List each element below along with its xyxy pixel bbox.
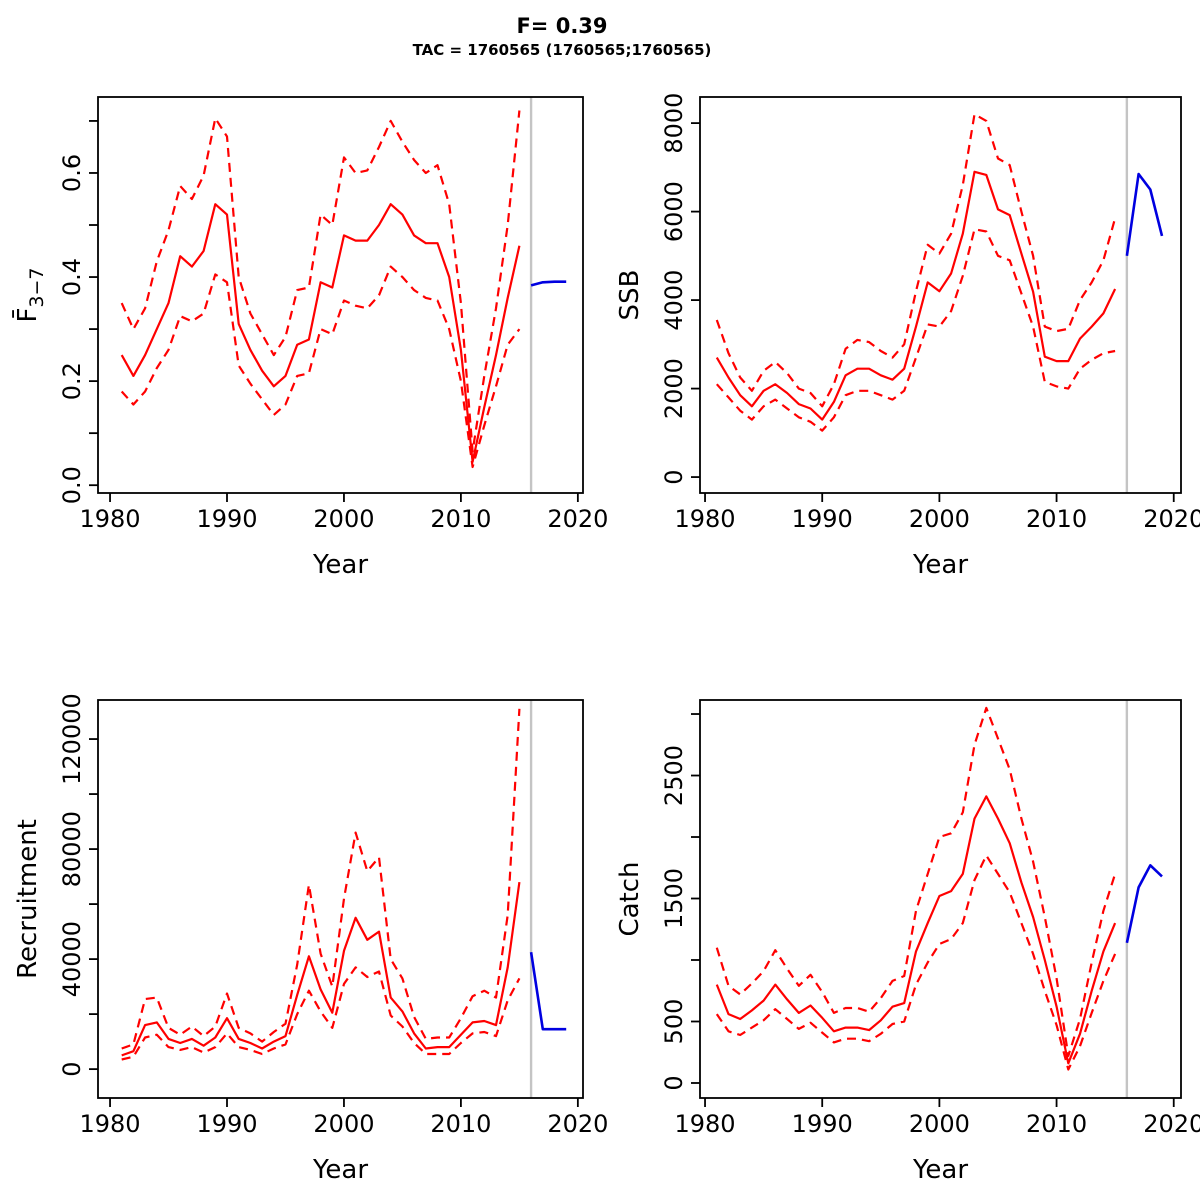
x-tick-label: 2010 xyxy=(1026,1110,1087,1138)
x-tick-label: 2000 xyxy=(313,1110,374,1138)
x-tick-label: 1990 xyxy=(196,1110,257,1138)
x-tick-label: 1980 xyxy=(80,1110,141,1138)
upper-ci-line xyxy=(715,706,1117,1057)
x-axis-title: Year xyxy=(912,550,968,580)
y-axis-title: SSB xyxy=(615,270,645,321)
plot-box xyxy=(699,699,1182,1099)
panel-catch: 1980 1990 2000 2010 2020 0 500 1500 2500 Year Catc… xyxy=(600,630,1200,1200)
median-line xyxy=(715,795,1117,1065)
x-tick-label: 1990 xyxy=(792,1110,853,1138)
y-tick-label: 0.4 xyxy=(58,258,86,296)
y-tick-label: 0 xyxy=(58,1061,86,1076)
panel-recruitment: 1980 1990 2000 2010 2020 0 40000 80000 120000 Yea… xyxy=(0,630,608,1200)
x-axis-title: Year xyxy=(912,1155,968,1185)
panel-fbar: 1980 1990 2000 2010 2020 0.0 0.2 0.4 0.6 Year F̄3−… xyxy=(0,60,608,630)
median-line xyxy=(120,203,521,463)
x-tick-label: 1980 xyxy=(674,1110,735,1138)
plot-box xyxy=(97,96,584,494)
catch-plot: 1980 1990 2000 2010 2020 0 500 1500 2500 Year Catc… xyxy=(615,699,1200,1185)
x-tick-label: 2010 xyxy=(1026,505,1087,533)
y-tick-label: 500 xyxy=(660,999,688,1045)
y-tick-label: 2500 xyxy=(660,745,688,806)
x-tick-label: 2010 xyxy=(430,1110,491,1138)
y-tick-label: 8000 xyxy=(660,93,688,154)
lower-ci-line xyxy=(715,228,1116,432)
x-axis-title: Year xyxy=(312,550,368,580)
plot-grid: 1980 1990 2000 2010 2020 0.0 0.2 0.4 0.6 Year F̄3−… xyxy=(0,60,1200,1200)
y-tick-label: 0.2 xyxy=(58,362,86,400)
figure-title: F= 0.39 xyxy=(516,14,608,38)
x-axis-title: Year xyxy=(312,1155,368,1185)
x-tick-label: 1980 xyxy=(674,505,735,533)
ssb-plot: 1980 1990 2000 2010 2020 0 2000 4000 6000 8000 Yea… xyxy=(615,93,1200,580)
upper-ci-line xyxy=(715,113,1117,408)
x-tick-label: 2010 xyxy=(430,505,491,533)
x-tick-label: 2020 xyxy=(547,505,608,533)
x-tick-label: 2000 xyxy=(909,1110,970,1138)
x-tick-label: 2020 xyxy=(1143,505,1200,533)
x-tick-label: 1980 xyxy=(80,505,141,533)
plot-box xyxy=(97,699,584,1099)
lower-ci-line xyxy=(121,966,521,1061)
x-tick-label: 2000 xyxy=(909,505,970,533)
y-tick-label: 0.0 xyxy=(58,466,86,504)
forecast-line xyxy=(530,280,567,287)
forecast-line xyxy=(1125,172,1164,256)
y-tick-label: 0 xyxy=(660,469,688,484)
plot-box xyxy=(699,96,1182,494)
median-line xyxy=(715,170,1117,421)
lower-ci-line xyxy=(120,265,521,469)
figure-header: F= 0.39 TAC = 1760565 (1760565;1760565) xyxy=(0,0,1200,60)
y-tick-label: 1500 xyxy=(660,868,688,929)
y-axis-title: Recruitment xyxy=(13,819,43,979)
y-tick-label: 0 xyxy=(660,1075,688,1090)
y-tick-label: 2000 xyxy=(660,358,688,419)
upper-ci-line xyxy=(121,708,521,1050)
y-tick-label: 80000 xyxy=(58,811,86,887)
x-tick-label: 2000 xyxy=(313,505,374,533)
lower-ci-line xyxy=(715,854,1117,1071)
x-tick-label: 2020 xyxy=(547,1110,608,1138)
y-tick-label: 6000 xyxy=(660,181,688,242)
y-tick-label: 120000 xyxy=(58,693,86,785)
y-tick-label: 40000 xyxy=(58,921,86,997)
y-tick-label: 4000 xyxy=(660,270,688,331)
fbar-plot: 1980 1990 2000 2010 2020 0.0 0.2 0.4 0.6 Year F̄3−… xyxy=(11,96,608,580)
forecast-line xyxy=(1125,864,1163,944)
y-axis-title: Catch xyxy=(615,861,645,936)
figure-subtitle: TAC = 1760565 (1760565;1760565) xyxy=(412,41,712,59)
x-tick-label: 1990 xyxy=(792,505,853,533)
recruitment-plot: 1980 1990 2000 2010 2020 0 40000 80000 120000 Yea… xyxy=(13,693,608,1185)
x-tick-label: 2020 xyxy=(1143,1110,1200,1138)
panel-ssb: 1980 1990 2000 2010 2020 0 2000 4000 6000 8000 Yea… xyxy=(600,60,1200,630)
upper-ci-line xyxy=(120,110,521,453)
median-line xyxy=(121,881,521,1057)
y-axis-title: F̄3−7 xyxy=(11,267,48,322)
x-tick-label: 1990 xyxy=(196,505,257,533)
forecast-line xyxy=(529,952,567,1031)
y-tick-label: 0.6 xyxy=(58,154,86,192)
